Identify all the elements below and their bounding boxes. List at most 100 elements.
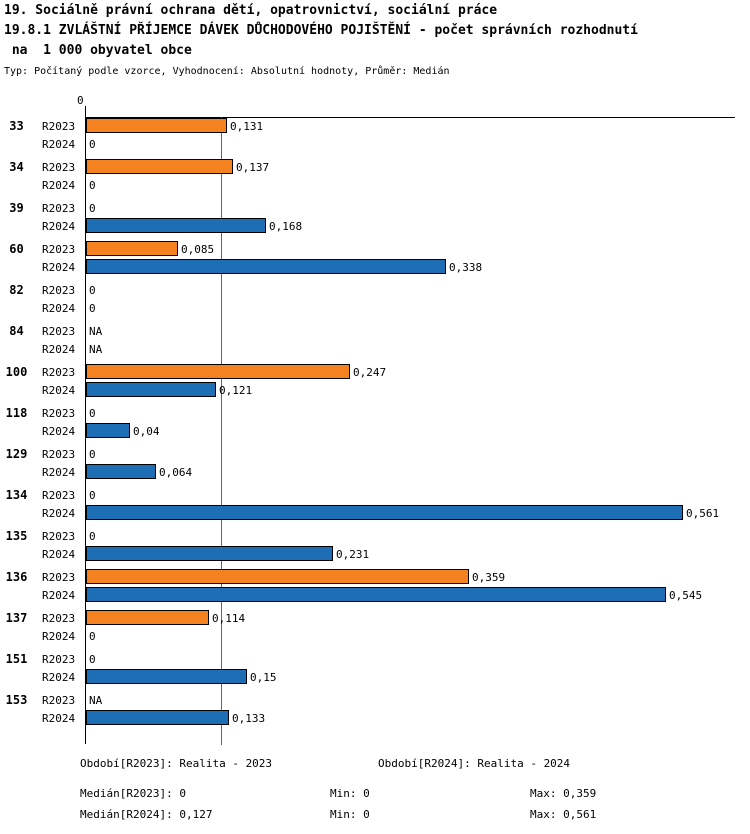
series-label: R2023 xyxy=(42,284,76,297)
bar-row-r2023: R2023 0,359 xyxy=(0,568,750,586)
bar-group-84: 84 R2023 NA R2024 NA xyxy=(0,322,750,358)
series-label: R2023 xyxy=(42,612,76,625)
bar-group-100: 100 R2023 0,247 R2024 0,121 xyxy=(0,363,750,399)
max-r2023-label: Max: 0,359 xyxy=(530,787,597,800)
group-label: 34 xyxy=(9,160,24,174)
series-label: R2023 xyxy=(42,161,76,174)
group-label: 39 xyxy=(9,201,24,215)
bar-chart: 33 R2023 0,131 R2024 0 34 R2023 0,137 R2024 0 39 R2… xyxy=(0,117,750,732)
bar-r2023 xyxy=(86,569,469,584)
value-label: 0,121 xyxy=(219,384,253,397)
series-label: R2024 xyxy=(42,507,76,520)
series-label: R2024 xyxy=(42,343,76,356)
group-label: 151 xyxy=(5,652,28,666)
bar-r2023 xyxy=(86,159,233,174)
value-label: 0,15 xyxy=(250,671,277,684)
value-label: 0,04 xyxy=(133,425,160,438)
group-label: 135 xyxy=(5,529,28,543)
bar-r2023 xyxy=(86,118,227,133)
value-label: 0 xyxy=(89,448,96,461)
series-label: R2023 xyxy=(42,653,76,666)
value-label: 0,133 xyxy=(232,712,266,725)
bar-row-r2024: R2024 0,15 xyxy=(0,668,750,686)
series-label: R2024 xyxy=(42,589,76,602)
value-axis-zero-line xyxy=(85,106,86,744)
group-label: 82 xyxy=(9,283,24,297)
series-label: R2023 xyxy=(42,448,76,461)
bar-row-r2023: R2023 0 xyxy=(0,445,750,463)
value-label: 0,131 xyxy=(230,120,264,133)
bar-r2023 xyxy=(86,364,350,379)
bar-row-r2024: R2024 0,561 xyxy=(0,504,750,522)
value-label: NA xyxy=(89,343,103,356)
series-label: R2023 xyxy=(42,202,76,215)
value-label: 0,545 xyxy=(669,589,703,602)
bar-row-r2024: R2024 0 xyxy=(0,299,750,317)
max-r2024-label: Max: 0,561 xyxy=(530,808,597,821)
bar-row-r2023: R2023 0,247 xyxy=(0,363,750,381)
bar-row-r2023: R2023 0 xyxy=(0,650,750,668)
bar-r2024 xyxy=(86,710,229,725)
bar-row-r2023: R2023 0 xyxy=(0,404,750,422)
series-label: R2023 xyxy=(42,407,76,420)
bar-row-r2024: R2024 0,231 xyxy=(0,545,750,563)
group-label: 134 xyxy=(5,488,28,502)
bar-row-r2024: R2024 0,121 xyxy=(0,381,750,399)
group-label: 84 xyxy=(9,324,24,338)
group-label: 60 xyxy=(9,242,24,256)
bar-row-r2023: R2023 0 xyxy=(0,486,750,504)
bar-row-r2024: R2024 0,133 xyxy=(0,709,750,727)
series-label: R2024 xyxy=(42,138,76,151)
bar-r2023 xyxy=(86,241,178,256)
bar-r2024 xyxy=(86,587,666,602)
value-label: 0 xyxy=(89,407,96,420)
series-label: R2023 xyxy=(42,120,76,133)
bar-group-136: 136 R2023 0,359 R2024 0,545 xyxy=(0,568,750,604)
chart-subtitle: Typ: Počítaný podle vzorce, Vyhodnocení:… xyxy=(4,66,450,77)
period-r2024-label: Období[R2024]: Realita - 2024 xyxy=(378,757,571,770)
bar-row-r2023: R2023 0,131 xyxy=(0,117,750,135)
bar-r2024 xyxy=(86,546,333,561)
bar-row-r2024: R2024 0,168 xyxy=(0,217,750,235)
value-label: 0 xyxy=(89,302,96,315)
series-label: R2024 xyxy=(42,630,76,643)
bar-group-34: 34 R2023 0,137 R2024 0 xyxy=(0,158,750,194)
bar-group-134: 134 R2023 0 R2024 0,561 xyxy=(0,486,750,522)
bar-r2024 xyxy=(86,464,156,479)
group-label: 33 xyxy=(9,119,24,133)
series-label: R2024 xyxy=(42,302,76,315)
bar-group-137: 137 R2023 0,114 R2024 0 xyxy=(0,609,750,645)
bar-row-r2023: R2023 0,085 xyxy=(0,240,750,258)
value-label: 0 xyxy=(89,530,96,543)
bar-group-82: 82 R2023 0 R2024 0 xyxy=(0,281,750,317)
bar-r2024 xyxy=(86,259,446,274)
bar-group-153: 153 R2023 NA R2024 0,133 xyxy=(0,691,750,727)
period-r2023-label: Období[R2023]: Realita - 2023 xyxy=(80,757,273,770)
value-label: 0 xyxy=(89,489,96,502)
bar-row-r2023: R2023 0 xyxy=(0,199,750,217)
value-label: NA xyxy=(89,694,103,707)
value-label: 0 xyxy=(89,630,96,643)
bar-row-r2023: R2023 NA xyxy=(0,691,750,709)
min-r2024-label: Min: 0 xyxy=(330,808,370,821)
value-label: 0,561 xyxy=(686,507,720,520)
bar-row-r2024: R2024 0 xyxy=(0,135,750,153)
bar-group-129: 129 R2023 0 R2024 0,064 xyxy=(0,445,750,481)
value-label: 0,137 xyxy=(236,161,270,174)
value-label: 0,231 xyxy=(336,548,370,561)
bar-r2024 xyxy=(86,423,130,438)
bar-group-135: 135 R2023 0 R2024 0,231 xyxy=(0,527,750,563)
top-axis-line xyxy=(85,117,735,118)
series-label: R2024 xyxy=(42,425,76,438)
bar-row-r2024: R2024 0 xyxy=(0,627,750,645)
indicator-title-continued: na 1 000 obyvatel obce xyxy=(4,43,192,58)
value-label: 0,085 xyxy=(181,243,215,256)
series-label: R2024 xyxy=(42,671,76,684)
bar-row-r2023: R2023 0,114 xyxy=(0,609,750,627)
group-label: 153 xyxy=(5,693,28,707)
value-label: 0,168 xyxy=(269,220,303,233)
value-label: 0,247 xyxy=(353,366,387,379)
value-label: 0,114 xyxy=(212,612,246,625)
value-label: 0 xyxy=(89,653,96,666)
